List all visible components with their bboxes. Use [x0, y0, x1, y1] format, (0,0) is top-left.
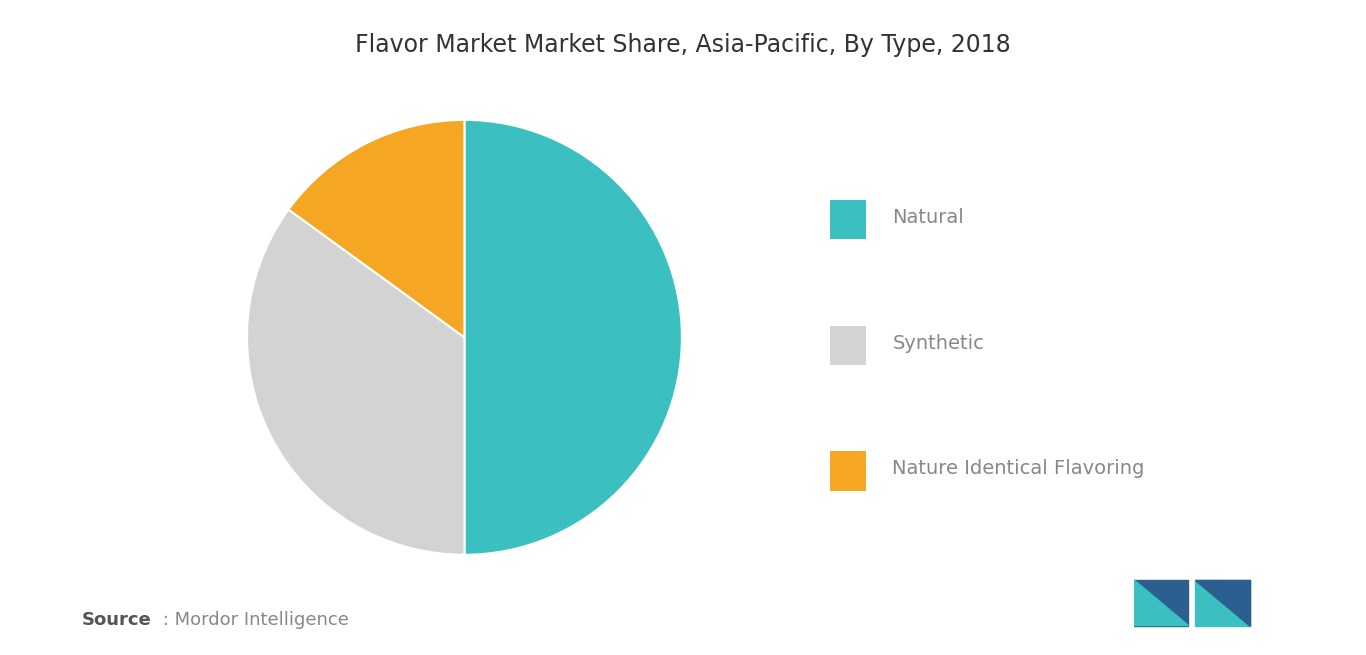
Text: Source: Source [82, 611, 152, 629]
Bar [831, 451, 866, 491]
Text: : Mordor Intelligence: : Mordor Intelligence [157, 611, 348, 629]
Wedge shape [464, 120, 682, 555]
Polygon shape [1134, 580, 1188, 626]
Text: Flavor Market Market Share, Asia-Pacific, By Type, 2018: Flavor Market Market Share, Asia-Pacific… [355, 33, 1011, 57]
Text: Natural: Natural [892, 208, 964, 227]
Bar [831, 326, 866, 365]
Bar [1195, 580, 1250, 626]
Wedge shape [247, 210, 464, 555]
Bar [831, 200, 866, 239]
Text: Nature Identical Flavoring: Nature Identical Flavoring [892, 459, 1145, 479]
Text: Synthetic: Synthetic [892, 333, 984, 353]
Polygon shape [1195, 580, 1250, 626]
Bar [1134, 580, 1188, 626]
Wedge shape [288, 120, 464, 337]
